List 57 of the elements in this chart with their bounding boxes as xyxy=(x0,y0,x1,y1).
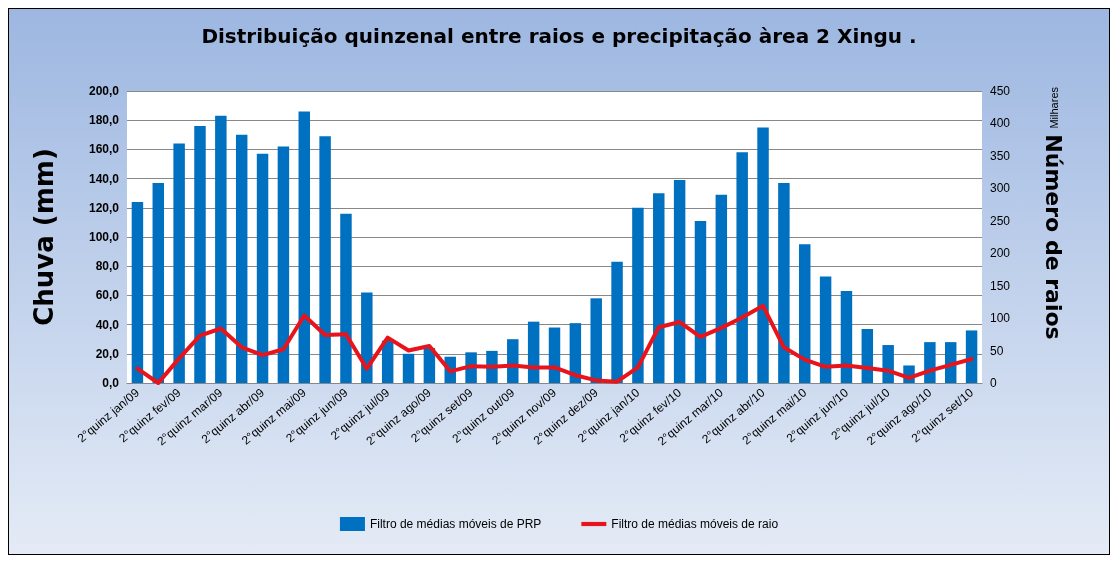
bar xyxy=(194,126,206,383)
bar xyxy=(819,276,832,383)
bar xyxy=(361,292,373,383)
bar xyxy=(131,201,144,383)
bar xyxy=(319,136,331,383)
bar xyxy=(590,298,602,383)
y2-tick-label: 50 xyxy=(990,343,1004,358)
y2-tick-label: 300 xyxy=(990,181,1011,196)
y-tick-label: 180,0 xyxy=(88,113,120,128)
y-tick-label: 20,0 xyxy=(95,346,120,361)
y2-axis-title: Número de raios xyxy=(1040,134,1066,340)
bar xyxy=(402,353,415,383)
bar xyxy=(256,153,269,383)
y2-tick-label: 150 xyxy=(990,278,1011,293)
y-tick-label: 100,0 xyxy=(88,230,120,244)
y2-tick-label: 200 xyxy=(990,246,1011,261)
bar xyxy=(736,152,748,383)
y-tick-label: 80,0 xyxy=(95,259,120,274)
y-tick-label: 60,0 xyxy=(95,288,120,303)
line-series xyxy=(135,303,974,385)
y2-tick-label: 450 xyxy=(990,84,1011,98)
y-tick-label: 200,0 xyxy=(88,84,120,98)
y2-tick-label: 400 xyxy=(990,116,1011,131)
bar xyxy=(507,339,519,383)
bar xyxy=(215,115,227,383)
bar xyxy=(340,213,352,383)
text: Milhares xyxy=(1047,86,1060,129)
y-tick-label: 0,0 xyxy=(102,376,120,390)
bar xyxy=(694,220,707,383)
bar xyxy=(757,127,769,383)
y2-tick-label: 350 xyxy=(990,148,1011,163)
bar xyxy=(235,134,248,383)
y2-tick-label: 100 xyxy=(990,311,1011,326)
bar xyxy=(152,182,165,383)
bar xyxy=(277,146,290,383)
bar xyxy=(611,261,623,383)
bar xyxy=(173,143,185,383)
bar xyxy=(298,111,310,383)
y2-tick-label: 250 xyxy=(990,213,1011,228)
bar xyxy=(653,193,665,383)
bar xyxy=(840,291,853,383)
y-tick-label: 160,0 xyxy=(88,142,120,157)
bar xyxy=(799,244,811,383)
legend-label: Filtro de médias móveis de PRP xyxy=(369,517,542,531)
y-tick-label: 40,0 xyxy=(95,317,120,332)
bar xyxy=(673,180,686,383)
bar xyxy=(965,330,978,383)
bar xyxy=(381,340,394,383)
bar xyxy=(715,194,728,383)
y-tick-label: 120,0 xyxy=(88,200,120,215)
bar xyxy=(778,182,790,383)
y-axis-title: Chuva (mm) xyxy=(29,148,59,326)
y2-tick-label: 0 xyxy=(990,376,997,390)
chart-title: Distribuição quinzenal entre raios e precipitação àrea 2 Xingu . xyxy=(201,24,917,48)
legend-label: Filtro de médias móveis de raio xyxy=(611,517,779,531)
bar xyxy=(632,207,644,383)
y-tick-label: 140,0 xyxy=(88,171,120,186)
